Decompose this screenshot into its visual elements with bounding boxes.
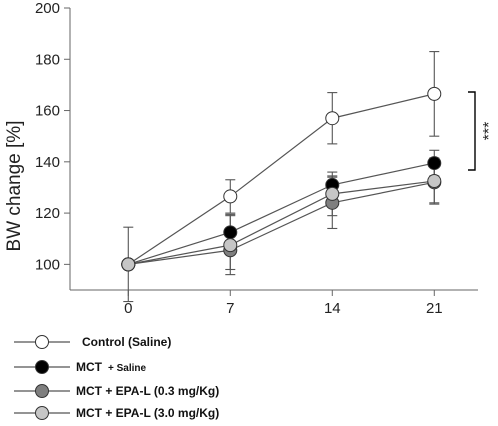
data-points [121,86,442,272]
legend-label-text: MCT + EPA-L (3.0 mg/Kg) [76,406,219,420]
data-point [427,174,442,189]
y-tick-label: 120 [35,205,60,222]
significance-bracket-line [468,91,476,171]
series-line [127,93,435,265]
legend-label: MCT + EPA-L (0.3 mg/Kg) [76,384,219,398]
legend-label: MCT + Saline [76,360,147,374]
data-point [223,238,238,253]
legend: Control (Saline) MCT + Saline MCT + EPA-L (… [14,335,219,420]
data-point [121,257,136,272]
legend-item: Control (Saline) [14,335,171,349]
series-line [128,181,435,265]
series-line [128,180,435,265]
x-tick-label: 7 [226,300,234,317]
legend-marker [35,406,49,420]
data-point [325,186,340,201]
y-tick-label: 140 [35,154,60,171]
significance-label: *** [481,122,498,141]
data-point [427,86,442,101]
y-tick-label: 160 [35,103,60,120]
legend-marker [35,335,49,349]
series-line [128,162,435,265]
legend-label: Control (Saline) [82,335,171,349]
axes [69,8,478,291]
data-point [223,225,238,240]
legend-marker [35,384,49,398]
legend-item: MCT + Saline [14,360,147,374]
series-layer [121,51,442,303]
legend-item: MCT + EPA-L (3.0 mg/Kg) [14,406,219,420]
error-bars [123,51,440,303]
x-tick-label: 0 [124,300,132,317]
legend-label-text: MCT + EPA-L (0.3 mg/Kg) [76,384,219,398]
legend-item: MCT + EPA-L (0.3 mg/Kg) [14,384,219,398]
legend-marker [35,360,49,374]
y-tick-label: 180 [35,51,60,68]
y-ticks: 100 120 140 160 180 200 [35,0,70,273]
y-tick-label: 100 [35,256,60,273]
y-tick-label: 200 [35,0,60,17]
x-tick-label: 14 [324,300,341,317]
significance-bracket: *** [468,91,498,171]
x-ticks: 0 7 14 21 [124,290,443,317]
series-lines [127,93,435,265]
legend-label: MCT + EPA-L (3.0 mg/Kg) [76,406,219,420]
x-tick-label: 21 [426,300,443,317]
data-point [325,111,340,126]
y-axis-title: BW change [%] [4,121,25,252]
legend-label-suffix: + Saline [108,363,147,374]
data-point [223,189,238,204]
legend-label-text: Control (Saline) [82,335,171,349]
data-point [427,156,442,171]
legend-label-text: MCT [76,360,103,374]
